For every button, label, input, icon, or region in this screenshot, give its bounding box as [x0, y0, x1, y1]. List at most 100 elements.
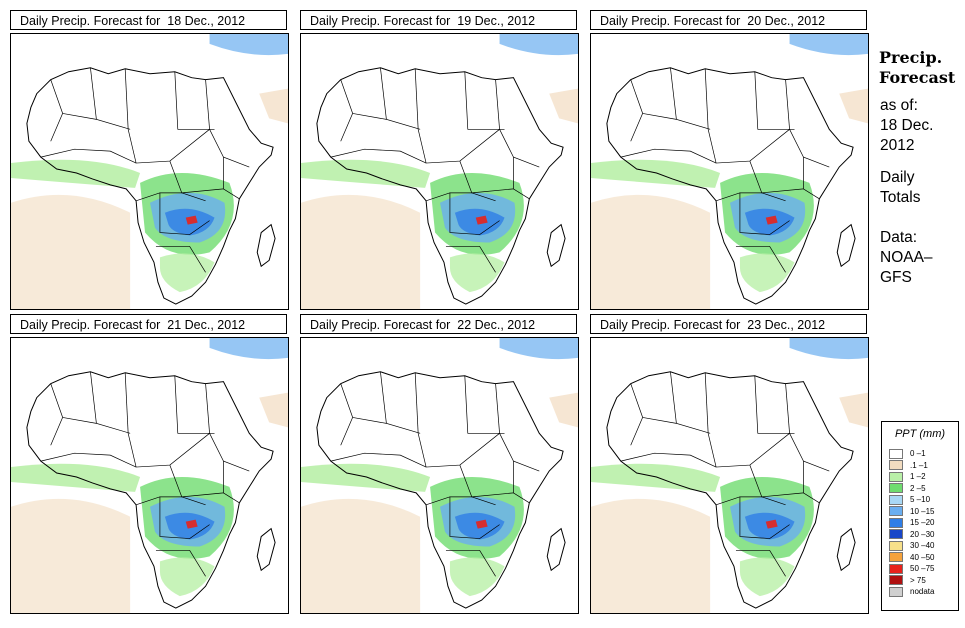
panel-title: Daily Precip. Forecast for 18 Dec., 2012 [10, 10, 287, 30]
country-border [352, 417, 387, 424]
precip-area [185, 519, 198, 529]
precip-area [591, 463, 721, 492]
panel-title: Daily Precip. Forecast for 23 Dec., 2012 [590, 314, 867, 334]
country-border [735, 550, 786, 577]
country-border [803, 461, 820, 504]
precip-area [549, 88, 578, 124]
precip-area [259, 88, 288, 124]
precip-area [11, 463, 141, 492]
legend-swatch [889, 471, 903, 482]
country-border [40, 148, 137, 164]
legend-row: 40 –50 [889, 552, 934, 564]
coastline [26, 67, 274, 305]
country-border [181, 492, 224, 498]
legend-label: 2 –5 [910, 483, 926, 493]
sidebar-heading: Precip. Forecast [879, 48, 963, 88]
legend-row: 10 –15 [889, 506, 934, 518]
country-border [40, 452, 137, 468]
coastline [836, 223, 856, 268]
country-border [124, 372, 129, 434]
coastline [546, 527, 566, 572]
precip-area [839, 88, 868, 124]
daily-line: Totals [880, 189, 921, 206]
country-border [449, 192, 500, 235]
country-border [445, 246, 496, 273]
precip-area [11, 194, 131, 309]
country-border [620, 452, 717, 468]
legend-row: .1 –1 [889, 460, 934, 472]
precip-area [591, 159, 721, 188]
country-border [495, 79, 500, 130]
precip-area [475, 215, 488, 225]
coastline [316, 371, 564, 609]
legend-label: 15 –20 [910, 518, 935, 528]
precip-area [301, 498, 421, 613]
africa-map-graphic [11, 34, 288, 309]
legend-row: 20 –30 [889, 529, 934, 541]
coastline [256, 527, 276, 572]
africa-map-graphic [301, 338, 578, 613]
legend-row: 15 –20 [889, 517, 934, 529]
panel-title: Daily Precip. Forecast for 22 Dec., 2012 [300, 314, 577, 334]
country-border [174, 71, 215, 130]
panel-title: Daily Precip. Forecast for 19 Dec., 2012 [300, 10, 577, 30]
africa-map-graphic [301, 34, 578, 309]
country-border [704, 372, 709, 434]
precip-area [301, 194, 421, 309]
panel-title: Daily Precip. Forecast for 21 Dec., 2012 [10, 314, 287, 334]
country-border [642, 113, 677, 120]
country-border [707, 129, 790, 164]
legend-swatch [889, 517, 903, 528]
legend-swatch [889, 448, 903, 459]
precip-area [11, 159, 141, 188]
coastline [316, 67, 564, 305]
country-border [340, 383, 354, 446]
country-border [90, 67, 131, 130]
country-border [50, 79, 64, 142]
country-border [62, 417, 97, 424]
data-source-line: GFS [880, 269, 912, 286]
country-border [352, 113, 387, 120]
country-border [464, 71, 505, 130]
legend-label: 5 –10 [910, 495, 931, 505]
forecast-panel: Daily Precip. Forecast for 18 Dec., 2012 [10, 10, 289, 310]
country-border [159, 496, 210, 539]
country-border [425, 496, 472, 506]
country-border [417, 433, 500, 468]
forecast-panel: Daily Precip. Forecast for 22 Dec., 2012 [300, 314, 579, 614]
precip-area [739, 557, 795, 597]
country-border [499, 129, 540, 168]
data-source-line: NOAA– [880, 249, 933, 266]
legend-row: nodata [889, 586, 934, 598]
legend-row: 30 –40 [889, 540, 934, 552]
as-of-line: as of: [880, 97, 918, 114]
precip-map [300, 337, 579, 614]
legend-row: 5 –10 [889, 494, 934, 506]
precip-area [159, 253, 215, 293]
legend-swatch [889, 552, 903, 563]
as-of-line: 2012 [880, 137, 915, 154]
coastline [606, 67, 854, 305]
legend-swatch [889, 506, 903, 517]
legend-label: 10 –15 [910, 506, 935, 516]
coastline [836, 527, 856, 572]
legend-row: 0 –1 [889, 448, 934, 460]
forecast-panel: Daily Precip. Forecast for 20 Dec., 2012 [590, 10, 869, 310]
legend-row: > 75 [889, 575, 934, 587]
country-border [704, 68, 709, 130]
precip-area [475, 519, 488, 529]
country-border [127, 433, 210, 468]
country-border [620, 148, 717, 164]
country-border [670, 67, 711, 130]
coastline [256, 223, 276, 268]
legend-swatch [889, 494, 903, 505]
country-border [414, 68, 419, 130]
country-border [471, 188, 514, 194]
legend-swatch [889, 575, 903, 586]
country-border [330, 148, 427, 164]
precip-map [10, 33, 289, 310]
country-border [159, 192, 210, 235]
country-border [205, 383, 210, 434]
country-border [471, 492, 514, 498]
country-border [50, 383, 64, 446]
